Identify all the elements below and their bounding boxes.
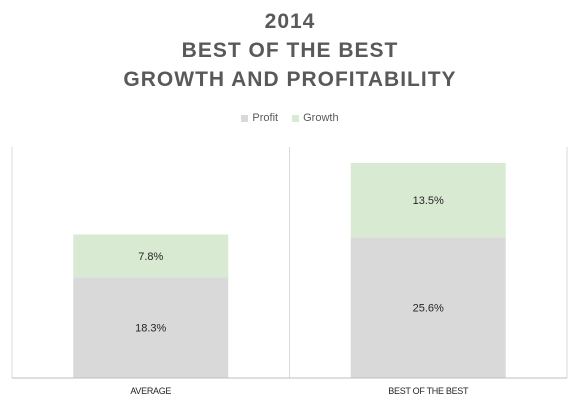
- chart-legend: Profit Growth: [0, 110, 580, 126]
- chart-title-line-1: 2014: [264, 10, 316, 33]
- data-label-growth: 7.8%: [138, 251, 163, 263]
- legend-swatch-growth: [292, 114, 300, 122]
- data-label-profit: 25.6%: [413, 303, 444, 315]
- bar-profit-best-of-the-best: [350, 237, 506, 378]
- chart-title-line-3: GROWTH AND PROFITABILITY: [123, 68, 457, 91]
- legend-swatch-profit: [241, 114, 249, 122]
- data-label-growth: 13.5%: [413, 195, 444, 207]
- bar-growth-average: [73, 234, 229, 278]
- legend-item-profit: Profit: [241, 112, 278, 124]
- legend-label-profit: Profit: [252, 112, 279, 124]
- legend-label-growth: Growth: [303, 112, 339, 124]
- data-label-profit: 18.3%: [135, 323, 166, 335]
- category-label: BEST OF THE BEST: [388, 386, 469, 396]
- category-label: AVERAGE: [130, 386, 171, 396]
- legend-item-growth: Growth: [292, 112, 339, 124]
- bar-growth-best-of-the-best: [350, 162, 506, 238]
- bar-profit-average: [73, 277, 229, 378]
- chart-title-line-2: BEST OF THE BEST: [181, 39, 399, 62]
